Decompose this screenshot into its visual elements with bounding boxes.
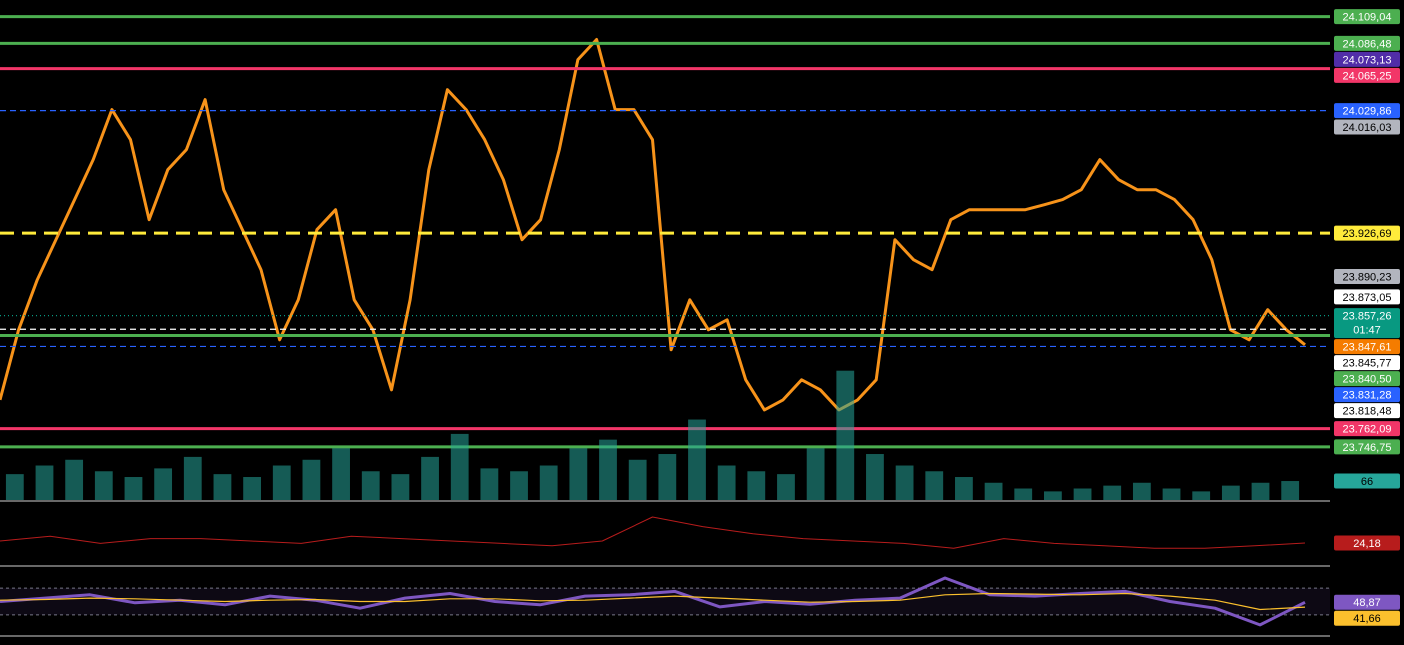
price-label: 23.818,48 <box>1343 406 1392 418</box>
price-label: 23.847,61 <box>1343 342 1392 354</box>
price-label: 23.926,69 <box>1343 228 1392 240</box>
volume-bar <box>1162 488 1181 500</box>
price-label: 24.073,13 <box>1343 54 1392 66</box>
price-label: 41,66 <box>1353 613 1381 625</box>
price-badge <box>1334 439 1400 455</box>
price-badge <box>1334 594 1400 610</box>
price-badge <box>1334 610 1400 626</box>
price-badge <box>1334 67 1400 83</box>
volume-bar <box>302 459 321 500</box>
volume-bar <box>1192 491 1211 500</box>
price-label: 23.840,50 <box>1343 374 1392 386</box>
price-label: 24.086,48 <box>1343 38 1392 50</box>
price-badge <box>1334 308 1400 339</box>
volume-bar <box>1044 491 1062 500</box>
price-label: 23.890,23 <box>1343 271 1392 283</box>
price-badge <box>1334 421 1400 437</box>
price-badge <box>1334 339 1400 355</box>
price-axis: 24.109,04 24.086,48 24.073,13 24.065,25 24.0… <box>1334 9 1400 626</box>
price-badge <box>1334 355 1400 371</box>
price-badge <box>1334 225 1400 241</box>
plot-area <box>0 15 1330 627</box>
price-badge <box>1334 35 1400 51</box>
price-label: 24,18 <box>1353 538 1381 550</box>
countdown-label: 01:47 <box>1353 325 1381 337</box>
price-label: 66 <box>1361 476 1373 488</box>
volume-bar <box>450 433 469 500</box>
volume-bar <box>1103 485 1122 500</box>
price-badge <box>1334 403 1400 419</box>
volume-bar <box>836 370 855 500</box>
volume-bar <box>628 459 647 500</box>
data-line <box>0 592 1306 611</box>
price-badge <box>1334 268 1400 284</box>
volume-bar <box>510 471 528 500</box>
price-label: 23.831,28 <box>1343 390 1392 402</box>
price-label: 24.016,03 <box>1343 122 1392 134</box>
volume-bar <box>480 468 499 500</box>
volume-bar <box>747 471 766 500</box>
price-label: 23.746,75 <box>1343 442 1392 454</box>
volume-bar <box>1073 488 1092 500</box>
price-badge <box>1334 103 1400 119</box>
volume-bar <box>35 465 54 500</box>
price-label: 24.109,04 <box>1343 11 1392 23</box>
volume-bar <box>65 459 84 500</box>
volume-bar <box>717 465 736 500</box>
price-badge <box>1334 119 1400 135</box>
volume-bar <box>332 448 350 500</box>
volume-bar <box>925 471 944 500</box>
volume-bar <box>5 474 24 500</box>
price-badge <box>1334 9 1400 25</box>
data-line <box>0 38 1306 412</box>
volume-bar <box>1014 488 1033 500</box>
volume-bar <box>658 454 677 500</box>
price-label: 23.845,77 <box>1343 358 1392 370</box>
price-badge <box>1334 289 1400 305</box>
volume-bar <box>895 465 914 500</box>
volume-bar <box>777 474 795 500</box>
volume-bar <box>569 448 588 500</box>
price-label: 23.762,09 <box>1343 424 1392 436</box>
volume-bar <box>1132 482 1151 500</box>
price-label: 23.873,05 <box>1343 292 1392 304</box>
volume-bar <box>391 474 410 500</box>
volume-bar <box>361 471 380 500</box>
price-label: 48,87 <box>1353 597 1381 609</box>
volume-bar <box>688 419 706 500</box>
volume-bar <box>213 474 232 500</box>
volume-bar <box>1281 481 1300 500</box>
price-badge <box>1334 371 1400 387</box>
price-badge <box>1334 387 1400 403</box>
volume-bar <box>955 477 973 500</box>
price-badge <box>1334 473 1400 489</box>
price-label: 23.857,26 <box>1343 311 1392 323</box>
volume-bar <box>183 456 202 500</box>
volume-bar <box>94 471 113 500</box>
price-badge <box>1334 51 1400 67</box>
volume-bar <box>154 468 173 500</box>
volume-bar <box>1221 485 1240 500</box>
volume-bar <box>272 465 291 500</box>
volume-bar <box>243 477 261 500</box>
price-label: 24.065,25 <box>1343 70 1392 82</box>
volume-bar <box>1251 482 1270 500</box>
volume-bar <box>421 456 439 500</box>
volume-bar <box>599 439 617 500</box>
volume-bar <box>866 454 884 500</box>
volume-bar <box>984 482 1003 500</box>
price-badge <box>1334 535 1400 551</box>
volume-bar <box>124 477 143 500</box>
volume-bar <box>539 465 558 500</box>
data-line <box>0 576 1306 627</box>
price-label: 24.029,86 <box>1343 106 1392 118</box>
volume-bar <box>806 448 825 500</box>
data-line <box>0 516 1306 549</box>
